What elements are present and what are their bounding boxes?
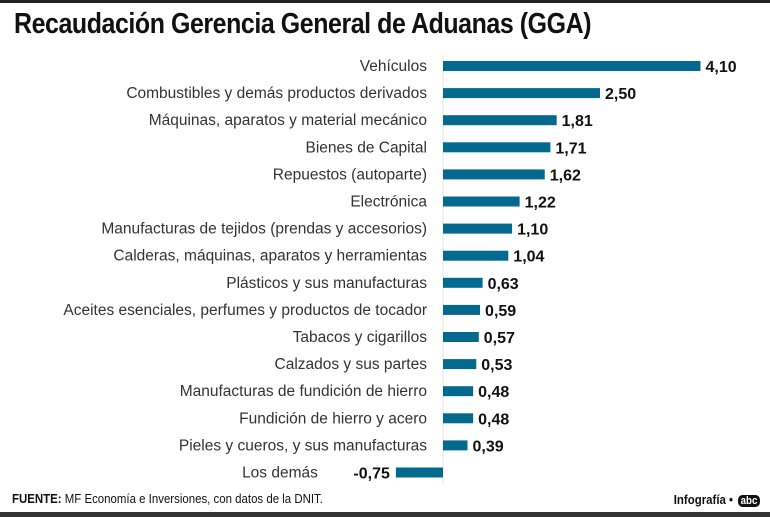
bar [443,196,520,207]
category-label: Combustibles y demás productos derivados [126,85,427,102]
chart-title: Recaudación Gerencia General de Aduanas … [14,8,592,40]
category-label: Aceites esenciales, perfumes y productos… [63,302,427,319]
bar [395,467,443,478]
category-label: Manufacturas de fundición de hierro [180,383,427,400]
credit-text: Infografía • [673,492,734,507]
value-label: 0,57 [484,330,515,347]
category-label: Bienes de Capital [306,139,428,156]
value-label: 4,10 [705,59,736,76]
category-label: Repuestos (autoparte) [273,166,427,183]
source-label: FUENTE: [12,491,62,506]
source-note: FUENTE: MF Economía e Inversiones, con d… [12,491,323,506]
category-label: Calderas, máquinas, aparatos y herramien… [113,248,427,265]
bar [443,413,474,424]
bar [443,223,513,234]
value-label: 1,10 [517,222,548,239]
bar [443,88,600,99]
bar [443,277,483,288]
top-border [0,0,770,3]
value-label: 1,04 [513,249,544,266]
value-label: 1,71 [555,140,586,157]
bottom-border [0,512,770,517]
bar [443,115,557,126]
bar [443,440,468,451]
value-label: 0,53 [481,357,512,374]
category-label: Pieles y cueros, y sus manufacturas [179,437,427,454]
category-label: Vehículos [360,58,427,75]
category-label: Los demás [242,465,318,482]
bar [443,386,474,397]
value-label: 0,48 [478,411,509,428]
credit: Infografía • abc [674,492,760,507]
value-label: -0,75 [353,466,390,483]
bar [443,332,479,342]
category-label: Manufacturas de tejidos (prendas y acces… [101,221,427,238]
value-label: 0,48 [478,384,509,401]
category-label: Plásticos y sus manufacturas [226,275,427,292]
bar [443,304,481,315]
value-label: 1,22 [525,195,556,212]
value-label: 2,50 [605,86,636,103]
bar [443,359,477,370]
bar [443,142,551,153]
value-label: 0,39 [472,438,503,455]
abc-logo: abc [738,495,760,507]
category-label: Electrónica [350,194,427,211]
source-text: MF Economía e Inversiones, con datos de … [61,491,323,506]
bar [443,250,509,261]
bar [443,61,701,71]
value-label: 0,59 [485,303,516,320]
category-label: Máquinas, aparatos y material mecánico [149,112,427,129]
value-label: 0,63 [488,276,519,293]
category-label: Tabacos y cigarillos [293,329,428,346]
value-label: 1,62 [550,167,581,184]
bar [443,169,545,180]
category-label: Calzados y sus partes [275,356,428,373]
category-label: Fundición de hierro y acero [239,410,427,427]
value-label: 1,81 [562,113,593,130]
